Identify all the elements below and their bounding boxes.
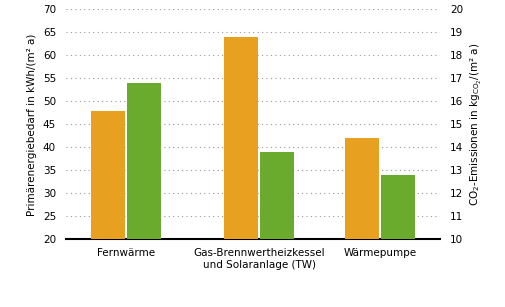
- Bar: [260, 152, 293, 307]
- Bar: [380, 175, 414, 307]
- Bar: [224, 37, 258, 307]
- Bar: [91, 111, 125, 307]
- Bar: [344, 138, 378, 307]
- Y-axis label: CO$_2$-Emissionen in kg$_{\mathrm{CO_2}}$/(m² a): CO$_2$-Emissionen in kg$_{\mathrm{CO_2}}…: [468, 43, 483, 206]
- Bar: [127, 83, 161, 307]
- Y-axis label: Primärenergiebedarf in kWh/(m² a): Primärenergiebedarf in kWh/(m² a): [27, 33, 37, 216]
